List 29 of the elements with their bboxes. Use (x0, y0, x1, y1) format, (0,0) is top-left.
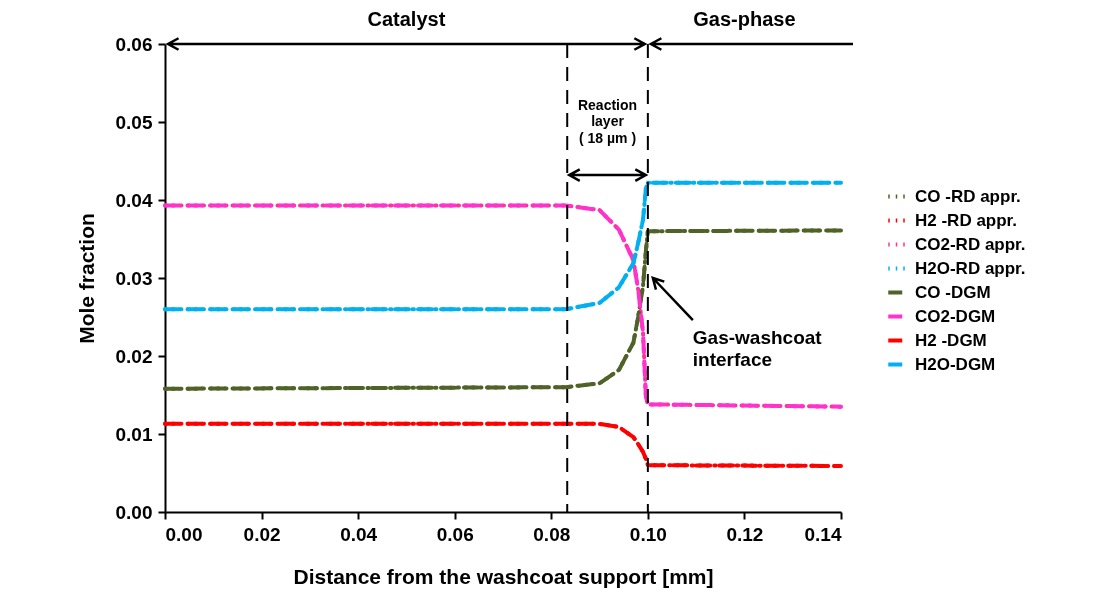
legend-label: CO -RD appr. (915, 186, 1021, 206)
legend-label: H2 -DGM (915, 330, 987, 350)
text: Catalyst (367, 8, 446, 30)
legend-label: CO2-DGM (915, 306, 996, 326)
legend-label: H2O-RD appr. (915, 258, 1026, 278)
y-tick-label: 0.02 (115, 345, 153, 367)
legend-label: H2O-DGM (915, 354, 996, 374)
y-tick-label: 0.06 (115, 33, 153, 55)
x-axis-title: Distance from the washcoat support [mm] (293, 564, 714, 588)
x-tick-label: 0.06 (436, 523, 474, 545)
legend-label: H2 -RD appr. (915, 210, 1018, 230)
y-tick-label: 0.04 (115, 189, 153, 211)
x-tick-label: 0.14 (804, 523, 842, 545)
x-tick-label: 0.00 (165, 523, 203, 545)
x-tick-label: 0.12 (726, 523, 764, 545)
y-tick-label: 0.00 (115, 501, 153, 523)
y-tick-label: 0.01 (115, 423, 153, 445)
legend-label: CO2-RD appr. (915, 234, 1026, 254)
annotation: Reaction layer ( 18 µm ) (577, 96, 638, 147)
y-tick-label: 0.05 (115, 111, 153, 133)
legend-label: CO -DGM (915, 282, 991, 302)
x-tick-label: 0.04 (340, 523, 378, 545)
x-tick-label: 0.08 (533, 523, 571, 545)
annotation: Gas-washcoat interface (692, 326, 823, 371)
y-axis-title: Mole fraction (74, 213, 98, 344)
x-tick-label: 0.02 (243, 523, 281, 545)
y-tick-label: 0.03 (115, 267, 153, 289)
text: Gas-phase (693, 8, 796, 30)
x-tick-label: 0.10 (629, 523, 667, 545)
